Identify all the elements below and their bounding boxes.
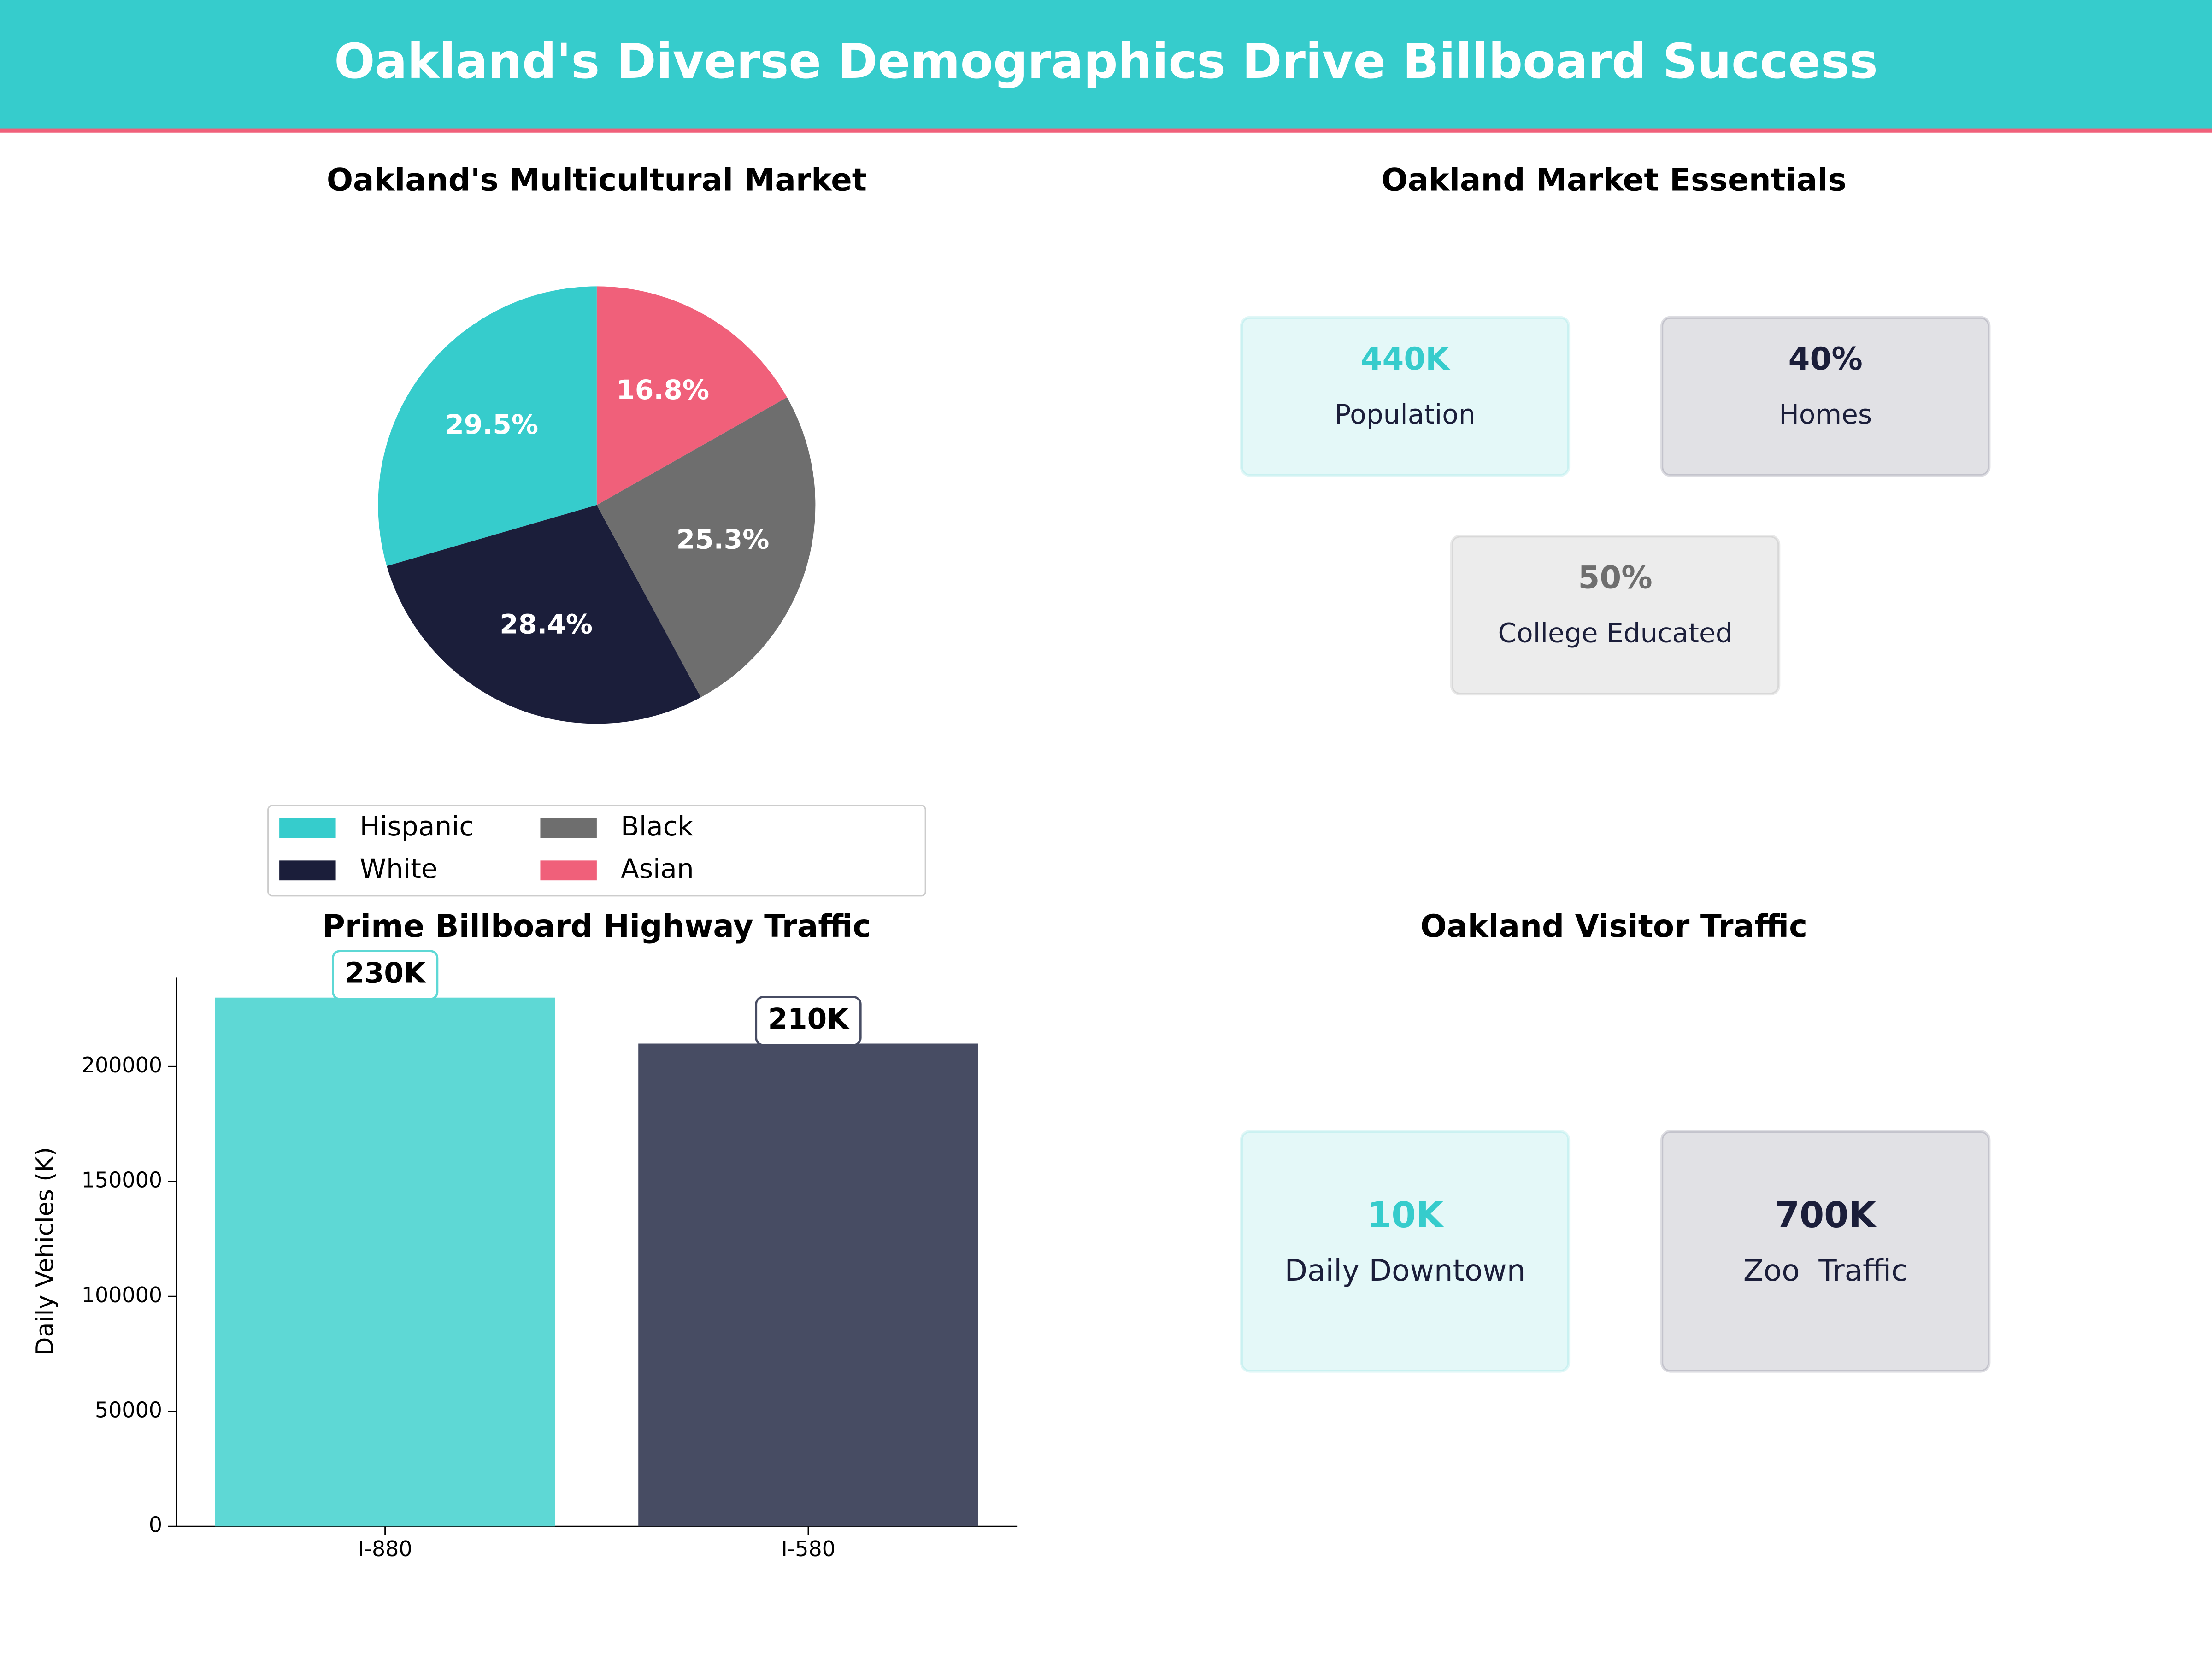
stat-value: 440K bbox=[1361, 341, 1451, 377]
header-rule bbox=[0, 128, 2212, 133]
stat-card bbox=[1450, 535, 1781, 696]
legend-box bbox=[267, 805, 926, 897]
y-tick-label: 50000 bbox=[95, 1397, 162, 1422]
legend-label: Hispanic bbox=[360, 811, 474, 842]
legend-label: Black bbox=[621, 811, 694, 842]
value-label-box bbox=[755, 996, 862, 1046]
panel-title: Oakland Visitor Traffic bbox=[1420, 908, 1807, 944]
legend-swatch bbox=[540, 860, 597, 881]
bar bbox=[215, 997, 555, 1527]
stat-value: 700K bbox=[1775, 1195, 1877, 1236]
slice-label: 25.3% bbox=[677, 524, 770, 555]
slice-label: 16.8% bbox=[616, 374, 709, 406]
value-label: 230K bbox=[345, 957, 427, 989]
panel-title: Oakland Market Essentials bbox=[1382, 161, 1847, 198]
bar-title: Prime Billboard Highway Traffic bbox=[323, 908, 871, 944]
pie-title: Oakland's Multicultural Market bbox=[327, 161, 867, 198]
x-tick-label: I-880 bbox=[358, 1536, 412, 1561]
stat-label: Population bbox=[1335, 399, 1476, 430]
legend-label: Asian bbox=[621, 853, 694, 884]
legend-swatch bbox=[279, 860, 336, 881]
x-tick-label: I-580 bbox=[781, 1536, 835, 1561]
value-label-box bbox=[332, 950, 439, 1000]
stat-card bbox=[1660, 1130, 1991, 1373]
stat-card bbox=[1240, 1130, 1571, 1373]
value-label: 210K bbox=[768, 1003, 850, 1035]
stat-value: 40% bbox=[1788, 341, 1863, 377]
bar bbox=[638, 1043, 978, 1527]
stat-label: College Educated bbox=[1498, 618, 1733, 649]
stat-value: 50% bbox=[1578, 559, 1653, 596]
stat-card bbox=[1660, 316, 1991, 477]
stat-label: Zoo Traffic bbox=[1743, 1253, 1908, 1288]
y-axis-label: Daily Vehicles (K) bbox=[31, 1147, 59, 1356]
page-title: Oakland's Diverse Demographics Drive Bil… bbox=[334, 33, 1878, 89]
legend-label: White bbox=[360, 853, 438, 884]
legend-swatch bbox=[540, 818, 597, 838]
pie-slice bbox=[596, 286, 787, 505]
slice-label: 28.4% bbox=[500, 609, 593, 640]
y-tick-label: 200000 bbox=[82, 1053, 162, 1077]
slice-label: 29.5% bbox=[445, 409, 538, 440]
y-tick-label: 100000 bbox=[82, 1282, 162, 1307]
pie-slice bbox=[378, 286, 597, 566]
stat-label: Daily Downtown bbox=[1285, 1253, 1526, 1288]
pie-slice bbox=[596, 397, 816, 698]
stat-card bbox=[1240, 316, 1571, 477]
pie-slice bbox=[387, 505, 701, 724]
y-tick-label: 150000 bbox=[82, 1167, 162, 1192]
header-bar bbox=[0, 0, 2212, 130]
stat-value: 10K bbox=[1367, 1195, 1444, 1236]
y-tick-label: 0 bbox=[149, 1512, 162, 1537]
stat-label: Homes bbox=[1779, 399, 1872, 430]
legend-swatch bbox=[279, 818, 336, 838]
